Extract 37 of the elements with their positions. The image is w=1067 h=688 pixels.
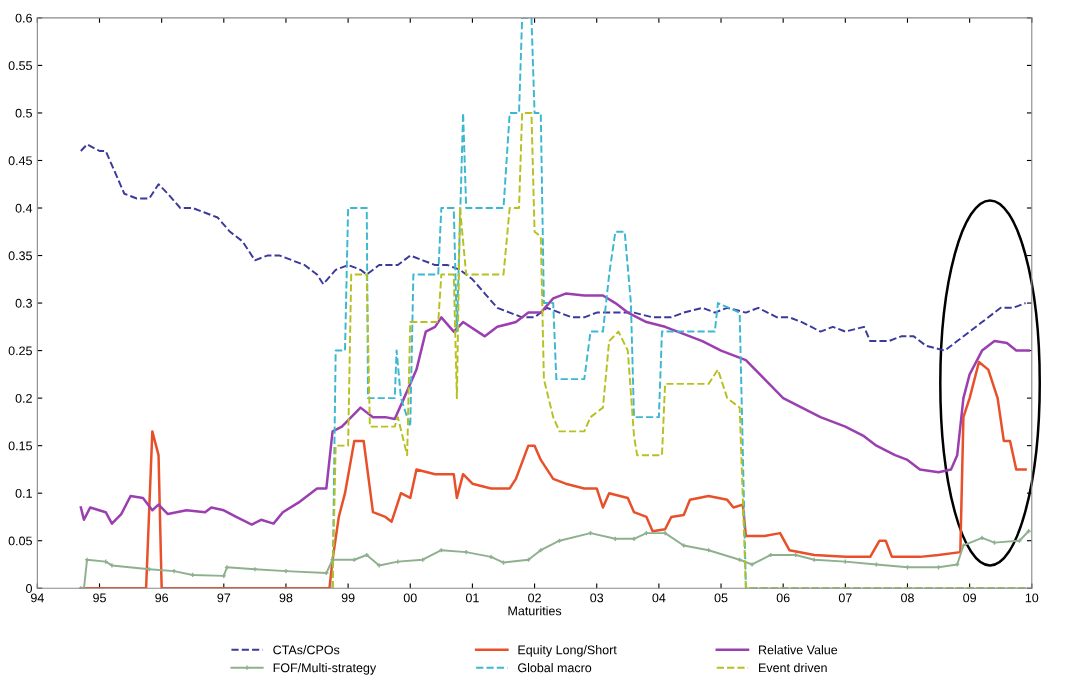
y-tick-label: 0.55 <box>8 61 32 71</box>
x-tick-label: 95 <box>93 593 106 603</box>
x-tick-label: 04 <box>652 593 666 603</box>
x-tick-label: 09 <box>963 593 976 603</box>
x-tick-label: 01 <box>465 593 479 603</box>
y-tick-label: 0 <box>26 584 32 593</box>
legend-label: Equity Long/Short <box>518 645 617 657</box>
legend-label: CTAs/CPOs <box>273 645 340 655</box>
y-tick-label: 0.05 <box>8 536 32 546</box>
y-tick-label: 0.4 <box>15 203 33 213</box>
legend-label: Relative Value <box>759 645 838 655</box>
x-tick-label: 97 <box>217 593 231 603</box>
x-tick-label: 10 <box>1025 593 1039 603</box>
y-tick-label: 0.1 <box>15 488 32 498</box>
x-tick-label: 94 <box>30 593 44 603</box>
x-axis-title: Maturities <box>508 606 562 616</box>
x-tick-label: 07 <box>838 593 852 603</box>
y-tick-label: 0.6 <box>15 13 32 23</box>
x-tick-label: 96 <box>155 593 169 603</box>
y-tick-label: 0.45 <box>8 156 32 166</box>
x-tick-label: 08 <box>901 593 914 603</box>
x-tick-label: 98 <box>279 593 293 603</box>
legend-label: Event driven <box>759 663 827 673</box>
legend-label: Global macro <box>518 663 592 673</box>
x-tick-label: 05 <box>714 593 728 603</box>
y-tick-label: 0.35 <box>8 251 32 261</box>
y-tick-label: 0.25 <box>8 346 32 356</box>
x-tick-label: 00 <box>403 593 417 603</box>
y-tick-label: 0.2 <box>15 393 32 403</box>
x-tick-label: 99 <box>341 593 355 603</box>
x-tick-label: 02 <box>528 593 541 603</box>
legend-label: FOF/Multi-strategy <box>273 663 377 675</box>
x-tick-label: 06 <box>776 593 790 603</box>
y-tick-label: 0.3 <box>15 298 32 308</box>
y-tick-label: 0.5 <box>15 108 32 118</box>
y-tick-label: 0.15 <box>8 441 32 451</box>
x-tick-label: 03 <box>590 593 604 603</box>
